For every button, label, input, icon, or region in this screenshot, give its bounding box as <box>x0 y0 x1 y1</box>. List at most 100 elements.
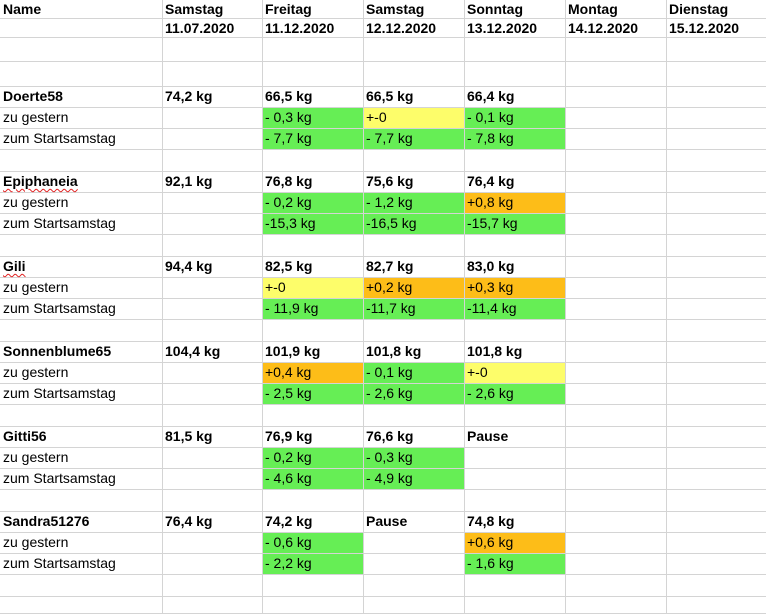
weight-cell[interactable]: 82,5 kg <box>263 257 363 277</box>
weight-cell[interactable]: 74,2 kg <box>163 87 262 107</box>
change-yesterday-cell[interactable] <box>667 278 766 298</box>
row-label-cell[interactable]: zum Startsamstag <box>1 129 162 149</box>
change-start-cell[interactable]: - 2,5 kg <box>263 384 363 404</box>
weight-cell[interactable]: 76,8 kg <box>263 172 363 192</box>
weight-cell[interactable] <box>667 512 766 532</box>
change-start-cell[interactable] <box>163 129 262 149</box>
change-yesterday-cell[interactable] <box>667 533 766 553</box>
change-yesterday-cell[interactable]: +0,3 kg <box>465 278 565 298</box>
weight-cell[interactable]: 76,9 kg <box>263 427 363 447</box>
change-yesterday-cell[interactable] <box>566 193 666 213</box>
participant-name-cell[interactable]: Gili <box>1 257 162 277</box>
header-day-cell[interactable]: Freitag <box>263 0 363 18</box>
header-date-cell[interactable]: 13.12.2020 <box>465 19 565 37</box>
change-yesterday-cell[interactable] <box>163 108 262 128</box>
change-start-cell[interactable]: - 4,6 kg <box>263 469 363 489</box>
change-yesterday-cell[interactable] <box>163 193 262 213</box>
weight-cell[interactable]: 76,4 kg <box>465 172 565 192</box>
header-day-cell[interactable]: Samstag <box>163 0 262 18</box>
weight-cell[interactable] <box>566 512 666 532</box>
change-yesterday-cell[interactable] <box>667 363 766 383</box>
row-label-cell[interactable]: zum Startsamstag <box>1 214 162 234</box>
row-label-cell[interactable]: zu gestern <box>1 193 162 213</box>
change-yesterday-cell[interactable]: - 0,1 kg <box>364 363 464 383</box>
change-start-cell[interactable] <box>667 299 766 319</box>
change-yesterday-cell[interactable]: +-0 <box>364 108 464 128</box>
change-start-cell[interactable] <box>163 554 262 574</box>
change-start-cell[interactable] <box>465 469 565 489</box>
weight-cell[interactable]: 81,5 kg <box>163 427 262 447</box>
change-start-cell[interactable] <box>163 299 262 319</box>
weight-cell[interactable] <box>667 257 766 277</box>
weight-cell[interactable] <box>667 342 766 362</box>
participant-name-cell[interactable]: Gitti56 <box>1 427 162 447</box>
weight-cell[interactable]: 82,7 kg <box>364 257 464 277</box>
empty-cell[interactable] <box>1 19 162 37</box>
participant-name-cell[interactable]: Epiphaneia <box>1 172 162 192</box>
row-label-cell[interactable]: zum Startsamstag <box>1 554 162 574</box>
change-start-cell[interactable] <box>163 384 262 404</box>
header-date-cell[interactable]: 12.12.2020 <box>364 19 464 37</box>
row-label-cell[interactable]: zu gestern <box>1 533 162 553</box>
weight-cell[interactable] <box>667 427 766 447</box>
row-label-cell[interactable]: zu gestern <box>1 448 162 468</box>
weight-cell[interactable] <box>667 172 766 192</box>
change-yesterday-cell[interactable] <box>465 448 565 468</box>
weight-cell[interactable]: 76,6 kg <box>364 427 464 447</box>
weight-cell[interactable] <box>566 172 666 192</box>
change-yesterday-cell[interactable] <box>364 533 464 553</box>
change-yesterday-cell[interactable]: +-0 <box>263 278 363 298</box>
change-start-cell[interactable] <box>667 214 766 234</box>
change-start-cell[interactable]: - 7,7 kg <box>364 129 464 149</box>
change-yesterday-cell[interactable] <box>566 363 666 383</box>
row-label-cell[interactable]: zum Startsamstag <box>1 469 162 489</box>
change-yesterday-cell[interactable] <box>163 448 262 468</box>
change-start-cell[interactable] <box>667 129 766 149</box>
change-yesterday-cell[interactable]: +0,6 kg <box>465 533 565 553</box>
change-start-cell[interactable]: -11,7 kg <box>364 299 464 319</box>
change-yesterday-cell[interactable]: +0,4 kg <box>263 363 363 383</box>
change-yesterday-cell[interactable]: - 0,3 kg <box>364 448 464 468</box>
change-yesterday-cell[interactable] <box>667 108 766 128</box>
change-yesterday-cell[interactable]: - 1,2 kg <box>364 193 464 213</box>
header-date-cell[interactable]: 14.12.2020 <box>566 19 666 37</box>
change-yesterday-cell[interactable] <box>566 278 666 298</box>
change-yesterday-cell[interactable] <box>163 533 262 553</box>
weight-cell[interactable]: 104,4 kg <box>163 342 262 362</box>
header-name-cell[interactable]: Name <box>1 0 162 18</box>
change-start-cell[interactable] <box>667 554 766 574</box>
change-start-cell[interactable]: - 4,9 kg <box>364 469 464 489</box>
change-start-cell[interactable]: -11,4 kg <box>465 299 565 319</box>
change-start-cell[interactable] <box>566 214 666 234</box>
row-label-cell[interactable]: zu gestern <box>1 363 162 383</box>
row-label-cell[interactable]: zu gestern <box>1 278 162 298</box>
change-start-cell[interactable]: - 11,9 kg <box>263 299 363 319</box>
participant-name-cell[interactable]: Doerte58 <box>1 87 162 107</box>
change-start-cell[interactable] <box>163 469 262 489</box>
weight-cell[interactable] <box>566 342 666 362</box>
row-label-cell[interactable]: zum Startsamstag <box>1 299 162 319</box>
change-yesterday-cell[interactable]: - 0,1 kg <box>465 108 565 128</box>
weight-cell[interactable]: 94,4 kg <box>163 257 262 277</box>
change-start-cell[interactable] <box>566 299 666 319</box>
change-start-cell[interactable] <box>566 384 666 404</box>
header-day-cell[interactable]: Dienstag <box>667 0 766 18</box>
weight-cell[interactable] <box>566 87 666 107</box>
weight-cell[interactable] <box>566 427 666 447</box>
change-start-cell[interactable]: - 7,8 kg <box>465 129 565 149</box>
change-yesterday-cell[interactable] <box>667 448 766 468</box>
row-label-cell[interactable]: zum Startsamstag <box>1 384 162 404</box>
change-yesterday-cell[interactable]: - 0,3 kg <box>263 108 363 128</box>
weight-cell[interactable] <box>667 87 766 107</box>
weight-cell[interactable]: 66,4 kg <box>465 87 565 107</box>
change-start-cell[interactable]: - 2,6 kg <box>465 384 565 404</box>
change-yesterday-cell[interactable] <box>566 108 666 128</box>
participant-name-cell[interactable]: Sonnenblume65 <box>1 342 162 362</box>
change-start-cell[interactable] <box>566 554 666 574</box>
header-day-cell[interactable]: Samstag <box>364 0 464 18</box>
change-yesterday-cell[interactable] <box>163 278 262 298</box>
weight-cell[interactable]: 66,5 kg <box>364 87 464 107</box>
change-yesterday-cell[interactable]: +0,8 kg <box>465 193 565 213</box>
change-start-cell[interactable] <box>566 129 666 149</box>
change-yesterday-cell[interactable]: - 0,2 kg <box>263 193 363 213</box>
